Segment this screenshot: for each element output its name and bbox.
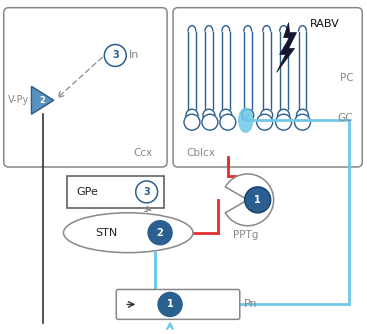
- Text: 2: 2: [40, 96, 46, 105]
- Ellipse shape: [203, 109, 215, 121]
- Text: 1: 1: [254, 195, 261, 205]
- Text: 3: 3: [143, 187, 150, 197]
- Text: RABV: RABV: [309, 19, 339, 29]
- Ellipse shape: [220, 109, 232, 121]
- Circle shape: [257, 114, 273, 130]
- Wedge shape: [225, 174, 274, 226]
- Text: GPe: GPe: [76, 187, 98, 197]
- Circle shape: [245, 187, 270, 213]
- Text: 3: 3: [112, 50, 119, 60]
- Ellipse shape: [277, 109, 290, 121]
- Ellipse shape: [261, 109, 273, 121]
- Ellipse shape: [186, 109, 198, 121]
- Polygon shape: [277, 23, 297, 72]
- FancyBboxPatch shape: [67, 176, 164, 208]
- Text: 1: 1: [167, 299, 174, 309]
- Circle shape: [276, 114, 291, 130]
- Ellipse shape: [242, 109, 254, 121]
- Text: In: In: [129, 50, 139, 60]
- Text: STN: STN: [95, 228, 117, 238]
- Ellipse shape: [297, 109, 309, 121]
- Circle shape: [220, 114, 236, 130]
- Polygon shape: [32, 86, 54, 114]
- Text: V-Py: V-Py: [8, 95, 29, 105]
- Circle shape: [104, 44, 126, 66]
- FancyBboxPatch shape: [173, 8, 362, 167]
- Text: Ccx: Ccx: [133, 148, 152, 158]
- Circle shape: [202, 114, 218, 130]
- Circle shape: [136, 181, 157, 203]
- FancyBboxPatch shape: [4, 8, 167, 167]
- Text: Pn: Pn: [244, 299, 257, 309]
- Circle shape: [148, 221, 172, 245]
- Circle shape: [158, 293, 182, 316]
- Circle shape: [295, 114, 310, 130]
- Circle shape: [184, 114, 200, 130]
- FancyBboxPatch shape: [116, 290, 240, 319]
- Text: GC: GC: [338, 113, 353, 123]
- Ellipse shape: [63, 213, 193, 253]
- Ellipse shape: [239, 108, 253, 132]
- Text: 2: 2: [157, 228, 163, 238]
- Text: PC: PC: [340, 73, 353, 84]
- Text: PPTg: PPTg: [233, 230, 258, 240]
- Text: Cblcx: Cblcx: [186, 148, 215, 158]
